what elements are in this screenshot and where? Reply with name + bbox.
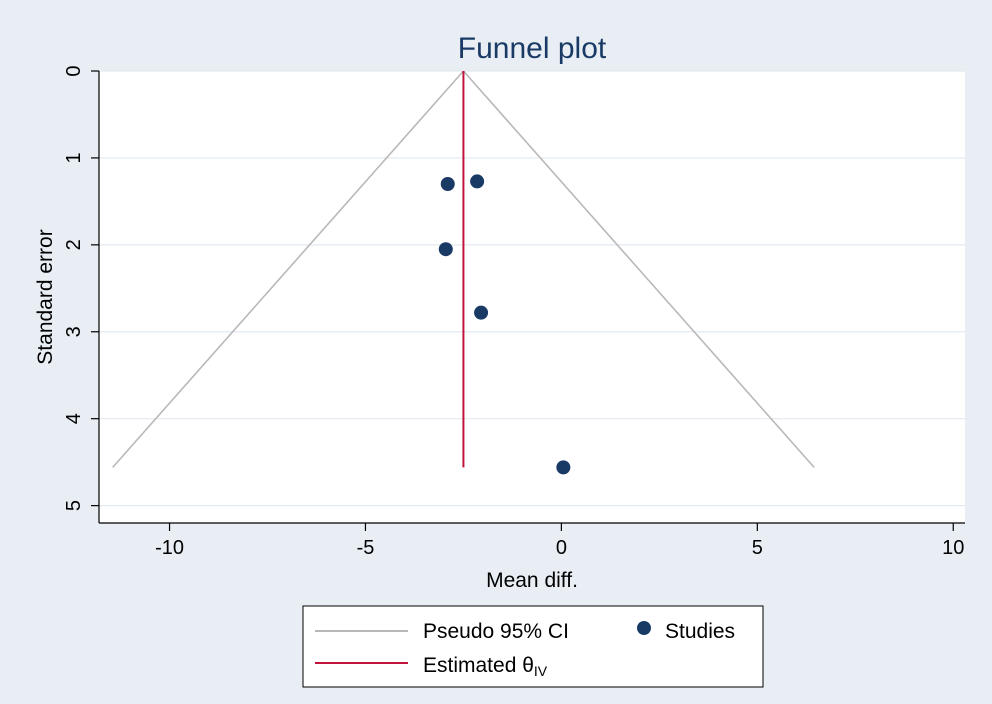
y-tick-label-2: 2 [63,239,85,250]
y-tick-label-5: 5 [63,500,85,511]
x-tick-label-1: -5 [357,537,375,559]
x-tick-label-4: 10 [942,537,964,559]
legend-estimate-text: Estimated θ [423,654,534,677]
ci-left-line [112,70,465,468]
plot-area [99,71,965,523]
legend: Pseudo 95% CI Studies Estimated θIV [302,605,764,688]
x-axis-label: Mean diff. [486,569,578,592]
chart-title: Funnel plot [458,32,607,65]
y-tick-label-4: 4 [63,413,85,424]
study-point-2 [470,174,485,189]
legend-estimate-subscript: IV [534,663,548,679]
axes: 0 1 2 3 4 5 -10 -5 0 5 10 [63,65,965,559]
y-tick-label-0: 0 [63,65,85,76]
ci-right-line [462,70,815,468]
x-tick-label-2: 0 [556,537,567,559]
study-points [438,174,571,475]
y-axis-label: Standard error [34,229,57,364]
x-tick-label-3: 5 [752,537,763,559]
legend-estimate-label: Estimated θIV [423,654,548,679]
gridlines [99,70,965,507]
legend-studies-label: Studies [665,620,735,643]
legend-ci-label: Pseudo 95% CI [423,620,569,643]
study-point-3 [438,242,453,257]
study-point-5 [556,460,571,475]
legend-studies-swatch [637,621,651,635]
x-tick-label-0: -10 [155,537,184,559]
study-point-4 [474,305,489,320]
y-tick-label-3: 3 [63,326,85,337]
y-tick-label-1: 1 [63,152,85,163]
legend-box [302,605,764,688]
study-point-1 [440,177,455,191]
pseudo-ci-lines [112,70,815,468]
